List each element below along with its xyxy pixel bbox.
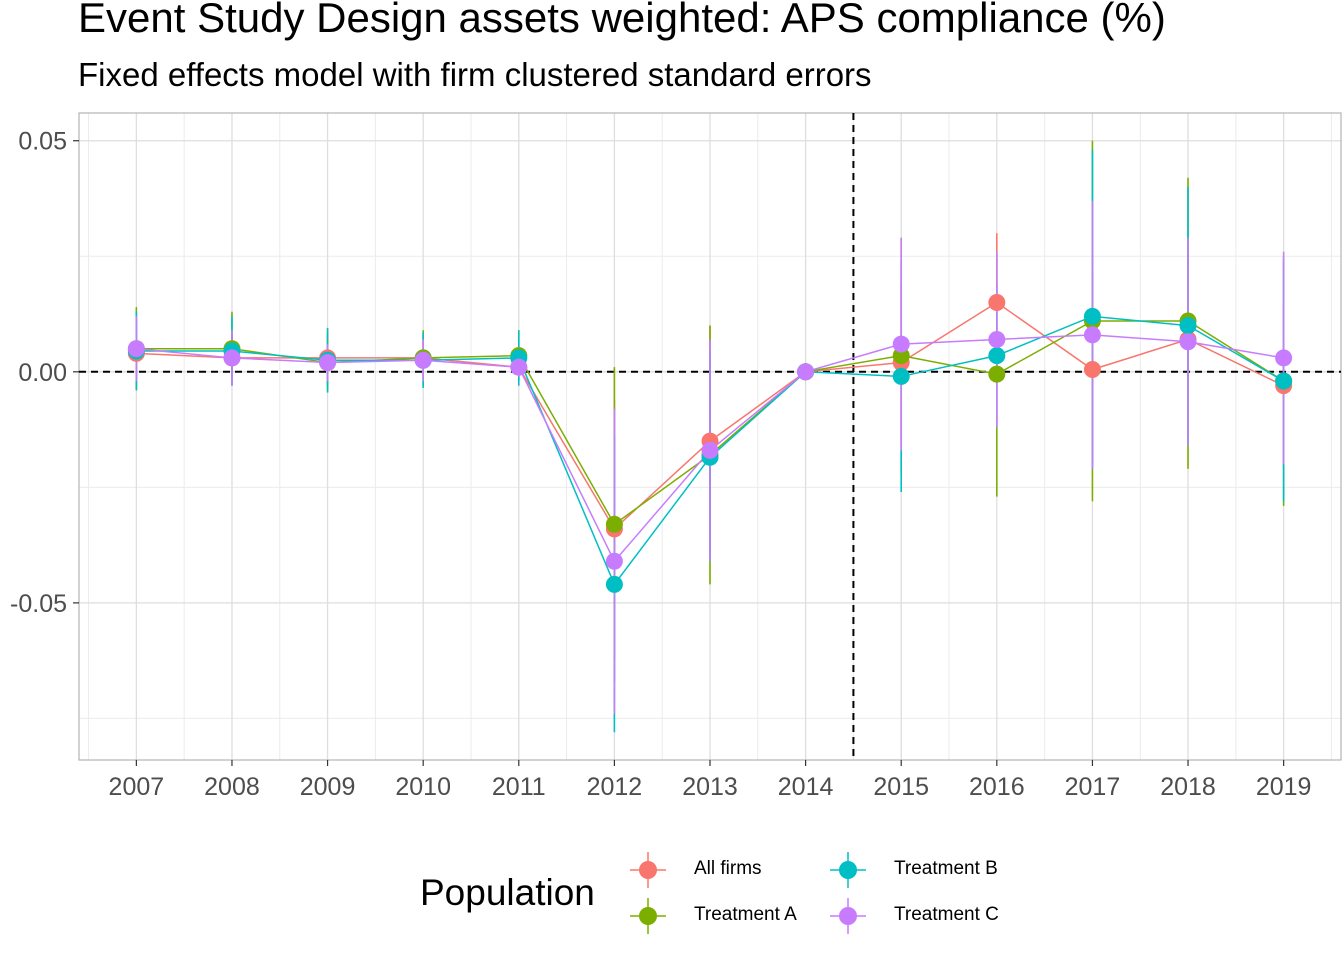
x-tick-label: 2013 bbox=[682, 773, 738, 801]
x-tick-label: 2016 bbox=[969, 773, 1025, 801]
point-treatment-a bbox=[605, 515, 623, 533]
legend-label-treatment-b: Treatment B bbox=[894, 858, 998, 879]
point-treatment-c bbox=[510, 358, 528, 376]
point-treatment-c bbox=[1179, 333, 1197, 351]
x-tick-label: 2014 bbox=[778, 773, 834, 801]
chart-title: Event Study Design assets weighted: APS … bbox=[78, 0, 1166, 41]
point-treatment-b bbox=[1083, 307, 1101, 325]
y-tick-label: 0.00 bbox=[18, 359, 67, 387]
point-treatment-c bbox=[127, 340, 145, 358]
x-tick-label: 2011 bbox=[492, 773, 546, 801]
point-treatment-c bbox=[797, 363, 815, 381]
legend-key-all-firms bbox=[630, 852, 666, 888]
legend-key-treatment-b bbox=[830, 852, 866, 888]
legend-title: Population bbox=[420, 872, 595, 913]
x-tick-label: 2007 bbox=[109, 773, 165, 801]
x-tick-label: 2009 bbox=[300, 773, 356, 801]
y-tick-label: -0.05 bbox=[10, 590, 67, 618]
point-treatment-c bbox=[701, 441, 719, 459]
point-treatment-b bbox=[988, 347, 1006, 365]
point-treatment-c bbox=[1275, 349, 1293, 367]
x-tick-label: 2012 bbox=[587, 773, 643, 801]
point-all-firms bbox=[988, 293, 1006, 311]
event-study-chart: -0.05 0.00 0.05 2007 2008 2009 2010 2011 2012 201… bbox=[10, 112, 1342, 801]
y-tick-label: 0.05 bbox=[18, 128, 67, 156]
point-treatment-c bbox=[414, 351, 432, 369]
x-tick-label: 2010 bbox=[395, 773, 451, 801]
x-tick-label: 2017 bbox=[1065, 773, 1121, 801]
legend: Population All firms Treatment B Treatme… bbox=[420, 848, 1040, 948]
point-treatment-c bbox=[319, 354, 337, 372]
point-treatment-c bbox=[223, 349, 241, 367]
legend-label-treatment-a: Treatment A bbox=[694, 904, 797, 925]
point-treatment-a bbox=[988, 365, 1006, 383]
x-tick-label: 2015 bbox=[873, 773, 929, 801]
legend-label-all-firms: All firms bbox=[694, 858, 762, 879]
point-treatment-c bbox=[605, 552, 623, 570]
legend-key-treatment-c bbox=[830, 898, 866, 934]
point-treatment-c bbox=[988, 330, 1006, 348]
x-tick-label: 2019 bbox=[1256, 773, 1312, 801]
point-treatment-c bbox=[892, 335, 910, 353]
chart-subtitle: Fixed effects model with firm clustered … bbox=[78, 56, 872, 93]
x-tick-label: 2008 bbox=[204, 773, 260, 801]
point-treatment-b bbox=[1275, 372, 1293, 390]
point-treatment-c bbox=[1083, 326, 1101, 344]
legend-label-treatment-c: Treatment C bbox=[894, 904, 999, 925]
point-treatment-b bbox=[605, 575, 623, 593]
legend-key-treatment-a bbox=[630, 898, 666, 934]
x-tick-label: 2018 bbox=[1160, 773, 1216, 801]
point-all-firms bbox=[1083, 360, 1101, 378]
point-treatment-b bbox=[892, 367, 910, 385]
point-treatment-b bbox=[1179, 317, 1197, 335]
